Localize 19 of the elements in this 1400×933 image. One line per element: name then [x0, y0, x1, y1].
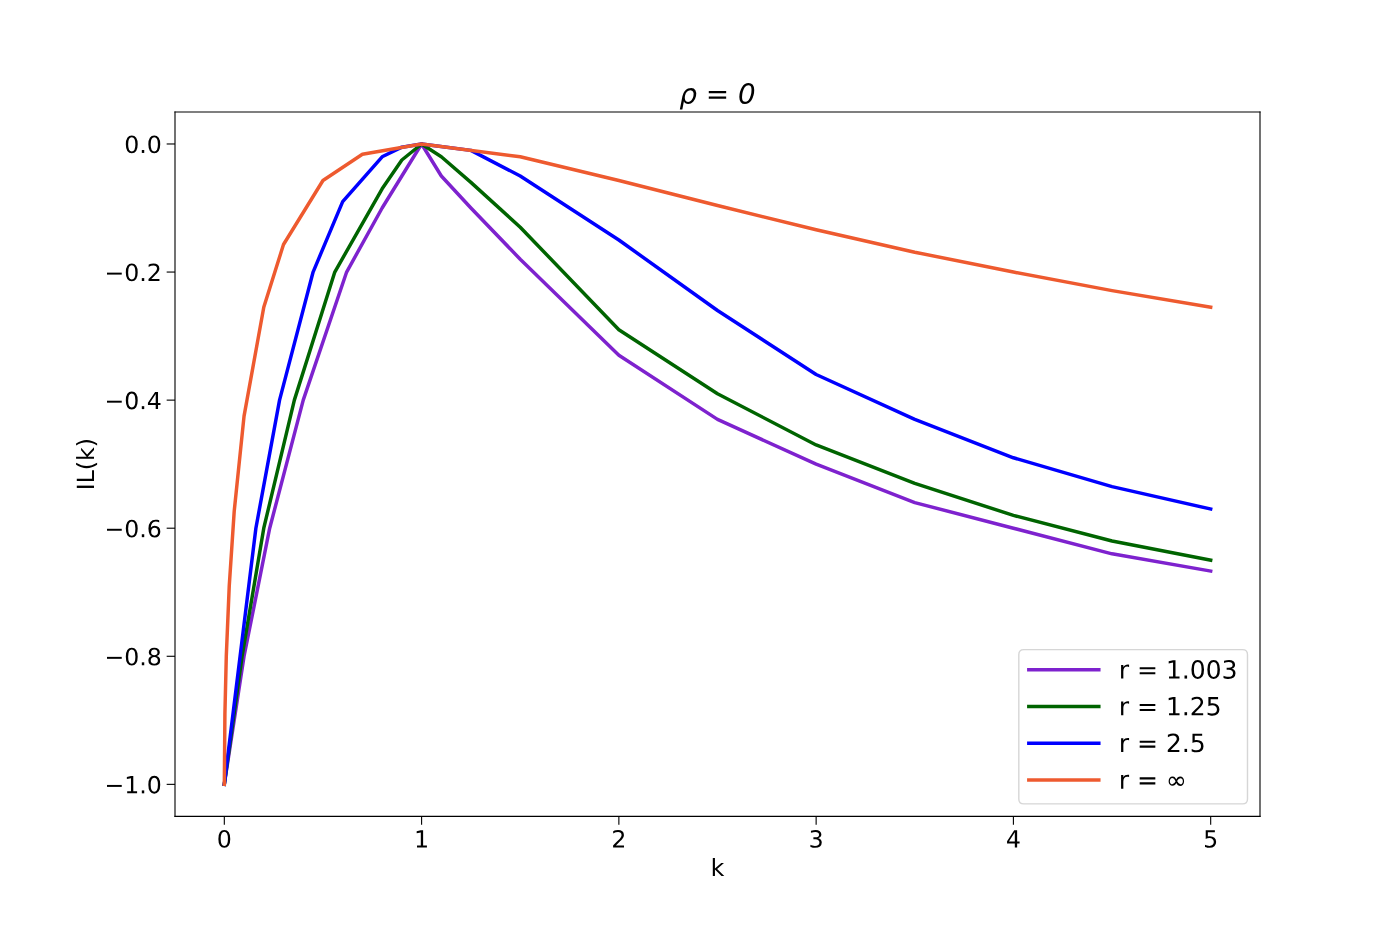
- y-tick-label: −0.4: [106, 391, 161, 410]
- x-tick-label: 4: [1007, 830, 1020, 848]
- legend-label: r = 1.25: [1121, 696, 1220, 716]
- x-tick-label: 0: [218, 829, 231, 848]
- y-tick-label: −0.6: [106, 519, 161, 538]
- legend-label: r = ∞: [1121, 774, 1185, 789]
- x-tick-label: 2: [613, 829, 625, 848]
- y-tick-label: −0.8: [106, 647, 161, 666]
- y-tick-label: −1.0: [106, 775, 161, 794]
- y-tick-label: 0.0: [125, 135, 161, 154]
- x-tick-label: 5: [1204, 830, 1217, 848]
- y-axis-title: IL(k): [76, 440, 98, 488]
- chart-title: ρ = 0: [679, 83, 755, 110]
- x-axis-title: k: [712, 857, 725, 876]
- x-tick-label: 1: [416, 830, 427, 848]
- legend-label: r = 1.003: [1121, 660, 1236, 679]
- x-tick-label: 3: [810, 829, 822, 848]
- y-tick-label: −0.2: [106, 263, 160, 282]
- legend-label: r = 2.5: [1121, 733, 1204, 753]
